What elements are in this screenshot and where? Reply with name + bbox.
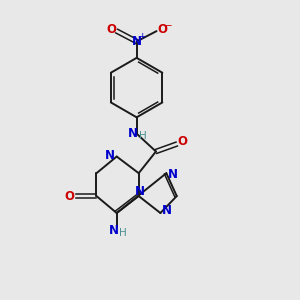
Text: N: N xyxy=(105,149,115,162)
Text: N: N xyxy=(162,204,172,217)
Text: N: N xyxy=(128,127,138,140)
Text: O: O xyxy=(157,23,167,36)
Text: O: O xyxy=(64,190,74,202)
Text: H: H xyxy=(139,131,146,141)
Text: O: O xyxy=(178,135,188,148)
Text: O: O xyxy=(106,23,116,36)
Text: N: N xyxy=(109,224,119,237)
Text: N: N xyxy=(168,168,178,181)
Text: N: N xyxy=(135,184,145,197)
Text: H: H xyxy=(119,228,127,238)
Text: +: + xyxy=(138,32,146,41)
Text: −: − xyxy=(164,21,172,31)
Text: N: N xyxy=(132,35,142,48)
